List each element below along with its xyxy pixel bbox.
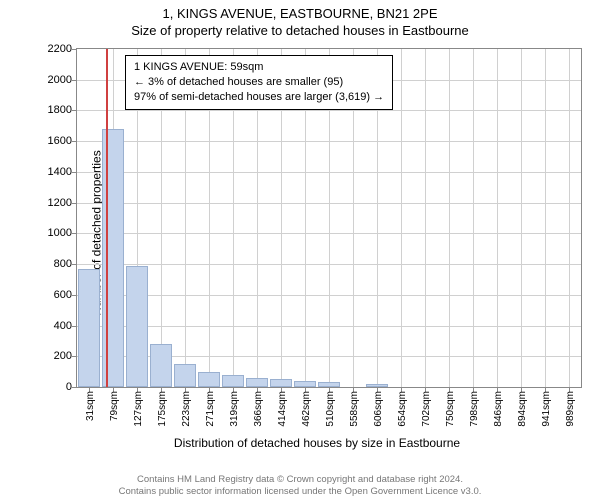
footer: Contains HM Land Registry data © Crown c… [0,474,600,498]
histogram-bar [294,381,316,387]
y-tick-mark [72,326,77,327]
x-tick-label: 366sqm [253,391,264,427]
subtitle: Size of property relative to detached ho… [0,21,600,38]
y-tick-label: 400 [54,320,72,332]
histogram-bar [246,378,268,387]
y-tick-mark [72,233,77,234]
gridline-v [425,49,426,387]
x-tick-label: 127sqm [133,391,144,427]
info-line1: 1 KINGS AVENUE: 59sqm [134,60,384,75]
x-tick-label: 31sqm [85,391,96,421]
histogram-bar [174,364,196,387]
gridline-v [521,49,522,387]
y-tick-label: 600 [54,289,72,301]
y-tick-label: 200 [54,350,72,362]
x-tick-label: 798sqm [469,391,480,427]
x-tick-label: 319sqm [229,391,240,427]
y-tick-mark [72,110,77,111]
gridline-v [545,49,546,387]
info-line3: 97% of semi-detached houses are larger (… [134,90,384,105]
y-tick-mark [72,80,77,81]
y-tick-label: 1200 [48,197,72,209]
x-tick-label: 223sqm [181,391,192,427]
footer-line2: Contains public sector information licen… [0,486,600,498]
histogram-bar [150,344,172,387]
x-tick-label: 846sqm [493,391,504,427]
histogram-bar [318,382,340,387]
y-tick-mark [72,264,77,265]
x-tick-label: 414sqm [277,391,288,427]
gridline-v [473,49,474,387]
y-tick-label: 1000 [48,227,72,239]
histogram-bar [222,375,244,387]
histogram-bar [198,372,220,387]
x-tick-label: 271sqm [205,391,216,427]
address-title: 1, KINGS AVENUE, EASTBOURNE, BN21 2PE [0,0,600,21]
x-tick-label: 989sqm [565,391,576,427]
chart-wrap: Number of detached properties 0200400600… [52,48,582,418]
y-tick-label: 800 [54,258,72,270]
histogram-bar [366,384,388,387]
info-box: 1 KINGS AVENUE: 59sqm ← 3% of detached h… [125,55,393,110]
histogram-bar [78,269,100,387]
x-tick-label: 702sqm [421,391,432,427]
y-tick-label: 2000 [48,74,72,86]
y-tick-mark [72,387,77,388]
x-axis-label: Distribution of detached houses by size … [52,436,582,450]
y-tick-label: 1800 [48,104,72,116]
y-tick-label: 0 [66,381,72,393]
gridline-v [497,49,498,387]
plot-area: 0200400600800100012001400160018002000220… [76,48,582,388]
chart-container: 1, KINGS AVENUE, EASTBOURNE, BN21 2PE Si… [0,0,600,500]
gridline-v [449,49,450,387]
y-tick-mark [72,172,77,173]
x-tick-label: 558sqm [349,391,360,427]
x-tick-label: 510sqm [325,391,336,427]
x-tick-label: 462sqm [301,391,312,427]
y-tick-mark [72,203,77,204]
y-tick-mark [72,141,77,142]
y-tick-mark [72,295,77,296]
x-tick-label: 941sqm [541,391,552,427]
x-tick-label: 175sqm [157,391,168,427]
x-tick-label: 79sqm [109,391,120,421]
histogram-bar [126,266,148,387]
x-tick-label: 750sqm [445,391,456,427]
marker-line [106,49,108,387]
gridline-v [401,49,402,387]
info-line2: ← 3% of detached houses are smaller (95) [134,75,384,90]
x-tick-label: 654sqm [397,391,408,427]
y-tick-mark [72,49,77,50]
x-tick-label: 606sqm [373,391,384,427]
y-tick-label: 2200 [48,43,72,55]
y-tick-label: 1600 [48,135,72,147]
y-tick-label: 1400 [48,166,72,178]
x-tick-label: 894sqm [517,391,528,427]
histogram-bar [270,379,292,387]
gridline-v [569,49,570,387]
y-tick-mark [72,356,77,357]
footer-line1: Contains HM Land Registry data © Crown c… [0,474,600,486]
